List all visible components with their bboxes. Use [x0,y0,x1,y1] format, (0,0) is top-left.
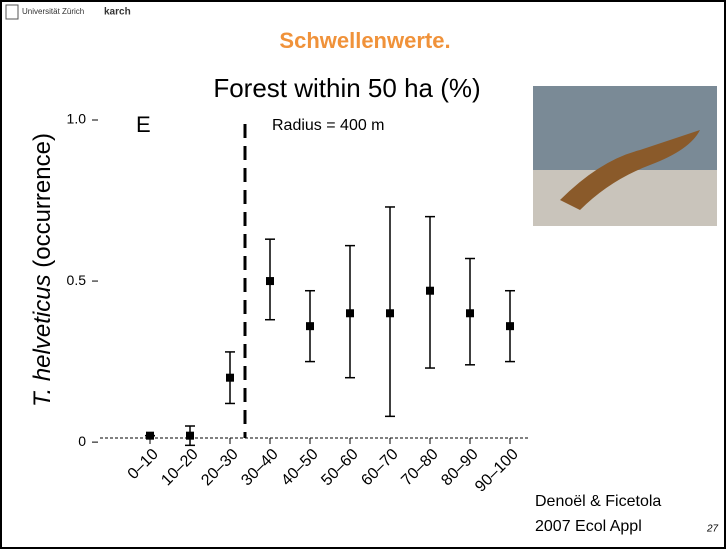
page-number: 27 [706,524,719,535]
point [306,322,314,330]
point [226,374,234,382]
y-tick-label: 0.5 [67,272,87,288]
panel-label: E [136,112,151,137]
citation-line: Denoël & Ficetola [535,493,661,510]
point [426,287,434,295]
partner-name: karch [104,7,131,18]
y-tick-label: 0 [78,433,86,449]
slide: Universität Zürich karch Schwellenwerte.… [0,0,726,549]
citation-line: 2007 Ecol Appl [535,518,642,535]
point [186,432,194,440]
point [146,432,154,440]
university-name: Universität Zürich [22,7,84,16]
point [346,309,354,317]
y-label-italic: T. helveticus [29,274,56,407]
point [386,309,394,317]
point [506,322,514,330]
y-axis-label: T. helveticus (occurrence) [29,133,56,407]
point [466,309,474,317]
slide-title: Schwellenwerte. [279,28,450,53]
point [266,277,274,285]
annotation: Radius = 400 m [272,117,385,134]
photo-rock [533,170,717,226]
photo [533,86,717,226]
y-tick-label: 1.0 [67,111,87,127]
chart-title: Forest within 50 ha (%) [213,73,480,103]
y-label-rest: (occurrence) [29,133,56,268]
